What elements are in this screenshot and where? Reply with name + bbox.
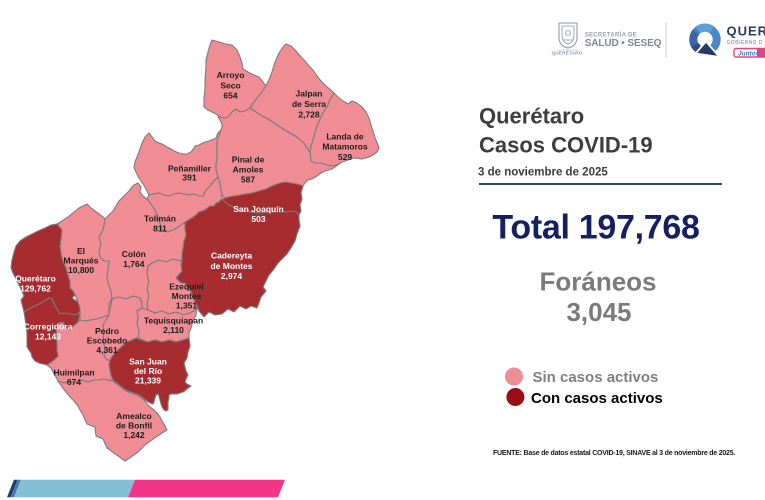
svg-text:Querétaro: Querétaro: [479, 104, 584, 129]
svg-text:Escobedo: Escobedo: [87, 336, 128, 346]
svg-text:Querétaro: Querétaro: [15, 274, 56, 284]
svg-text:Foráneos: Foráneos: [539, 267, 656, 297]
svg-text:Seco: Seco: [220, 81, 240, 91]
svg-text:San Joaquín: San Joaquín: [233, 204, 284, 214]
svg-text:Pedro: Pedro: [95, 326, 119, 336]
svg-text:Con casos activos: Con casos activos: [531, 390, 663, 407]
svg-text:Marqués: Marqués: [64, 255, 99, 265]
svg-text:10,800: 10,800: [68, 265, 94, 275]
svg-text:Amoles: Amoles: [233, 165, 264, 175]
svg-text:QUERÉTARO: QUERÉTARO: [552, 49, 583, 56]
svg-text:1,242: 1,242: [123, 430, 145, 440]
svg-text:4,361: 4,361: [96, 345, 118, 355]
svg-text:Sin casos activos: Sin casos activos: [533, 369, 659, 386]
svg-text:QUER: QUER: [727, 24, 765, 39]
svg-text:Amealco: Amealco: [116, 411, 151, 421]
svg-text:de Bonfil: de Bonfil: [116, 421, 152, 431]
svg-text:Matamoros: Matamoros: [322, 142, 368, 152]
svg-text:Pinal de: Pinal de: [232, 155, 265, 165]
svg-text:de Serra: de Serra: [292, 99, 326, 109]
svg-text:391: 391: [182, 172, 196, 182]
svg-text:SALUD • SESEQ: SALUD • SESEQ: [585, 38, 662, 49]
svg-text:San Juan: San Juan: [129, 357, 167, 367]
svg-text:2,728: 2,728: [298, 110, 320, 120]
svg-text:503: 503: [251, 214, 265, 224]
svg-text:Huimilpan: Huimilpan: [53, 367, 94, 377]
svg-text:654: 654: [223, 91, 237, 101]
svg-text:Landa de: Landa de: [326, 132, 364, 142]
svg-text:2,974: 2,974: [221, 271, 243, 281]
svg-text:de Montes: de Montes: [210, 261, 252, 271]
svg-text:GOBIERNO D: GOBIERNO D: [727, 40, 763, 46]
svg-text:Total 197,768: Total 197,768: [492, 209, 699, 247]
svg-text:Juntos: Juntos: [738, 50, 760, 57]
svg-text:Arroyo: Arroyo: [217, 70, 245, 80]
svg-text:1,764: 1,764: [123, 259, 145, 269]
svg-text:3,045: 3,045: [566, 297, 631, 327]
svg-text:Cadereyta: Cadereyta: [211, 251, 252, 261]
svg-text:Tolimán: Tolimán: [144, 214, 176, 224]
svg-text:21,339: 21,339: [135, 376, 161, 386]
svg-text:129,762: 129,762: [20, 283, 51, 293]
svg-text:FUENTE: Base de datos estatal: FUENTE: Base de datos estatal COVID-19, …: [493, 450, 735, 457]
svg-text:del Río: del Río: [134, 366, 162, 376]
svg-text:674: 674: [67, 377, 81, 387]
svg-text:2,110: 2,110: [163, 325, 184, 335]
svg-text:El: El: [77, 246, 85, 256]
svg-text:SECRETARÍA DE: SECRETARÍA DE: [585, 30, 637, 38]
svg-text:529: 529: [338, 152, 352, 162]
svg-text:811: 811: [153, 224, 167, 234]
svg-text:1,351: 1,351: [176, 300, 198, 310]
svg-text:587: 587: [241, 175, 255, 185]
svg-text:Tequisquiapan: Tequisquiapan: [144, 316, 203, 326]
svg-text:Montes: Montes: [172, 291, 202, 301]
svg-text:Colón: Colón: [122, 249, 146, 259]
svg-text:Peñamiller: Peñamiller: [168, 163, 212, 173]
svg-text:Jalpan: Jalpan: [296, 89, 323, 99]
svg-text:Corregidora: Corregidora: [24, 322, 73, 332]
svg-text:3 de noviembre de 2025: 3 de noviembre de 2025: [478, 167, 608, 179]
svg-text:Ezequiel: Ezequiel: [169, 281, 203, 291]
svg-text:Casos COVID-19: Casos COVID-19: [479, 133, 653, 158]
svg-text:12,143: 12,143: [35, 332, 61, 342]
